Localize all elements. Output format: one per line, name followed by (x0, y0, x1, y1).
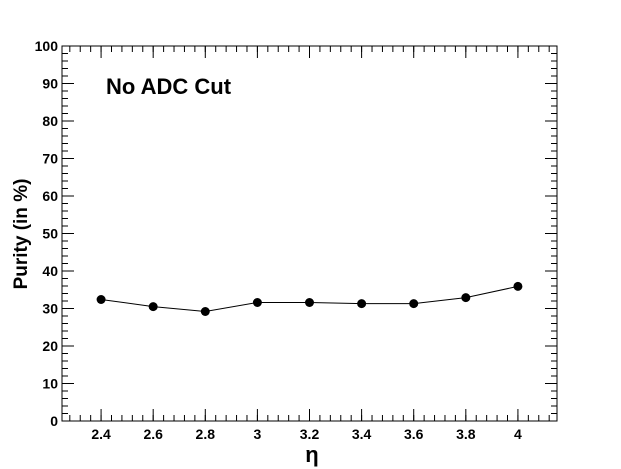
x-tick-label: 4 (514, 426, 522, 442)
data-point (200, 307, 210, 316)
data-point (305, 298, 314, 307)
chart-annotation: No ADC Cut (106, 74, 232, 99)
x-tick-label: 3.8 (456, 426, 476, 442)
plot-frame (61, 45, 558, 422)
series-layer (96, 281, 523, 316)
x-tick-label: 3 (253, 426, 261, 442)
y-tick-label: 90 (42, 76, 58, 92)
data-point (357, 299, 367, 309)
x-axis-title: η (305, 442, 318, 467)
data-point (148, 302, 158, 312)
x-tick-label: 2.8 (196, 426, 216, 442)
y-tick-label: 100 (35, 38, 59, 54)
y-tick-label: 0 (50, 413, 58, 429)
y-tick-label: 20 (42, 338, 58, 354)
y-tick-label: 40 (42, 263, 58, 279)
x-tick-label: 2.4 (91, 426, 111, 442)
data-point (409, 299, 419, 309)
data-point (461, 293, 471, 303)
y-tick-label: 30 (42, 301, 58, 317)
y-axis-title: Purity (in %) (11, 179, 32, 290)
x-tick-label: 3.6 (404, 426, 424, 442)
data-point (96, 295, 106, 304)
data-point (252, 298, 262, 307)
y-tick-label: 50 (42, 226, 58, 242)
y-tick-label: 60 (42, 188, 58, 204)
data-point (513, 281, 523, 291)
x-tick-label: 3.2 (300, 426, 320, 442)
labels-layer: 0 10 20 30 40 50 60 70 80 90 100 2.4 2.6 2.8 3 3.2 3.4 3.… (35, 38, 522, 442)
x-tick-label: 2.6 (143, 426, 163, 442)
y-tick-label: 80 (42, 113, 58, 129)
y-tick-label: 10 (42, 376, 58, 392)
y-tick-label: 70 (42, 151, 58, 167)
x-tick-label: 3.4 (352, 426, 372, 442)
